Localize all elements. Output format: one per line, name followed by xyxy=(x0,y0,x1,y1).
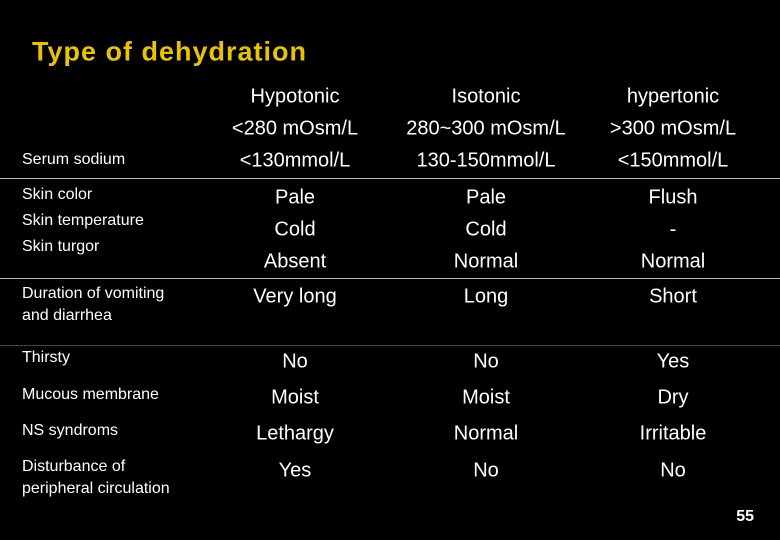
row-rule xyxy=(0,278,780,279)
table-cell: Normal xyxy=(453,422,519,445)
table-cell: Cold xyxy=(465,218,507,241)
table-cell: Normal xyxy=(640,250,706,273)
table-cell: Moist xyxy=(271,386,319,409)
table-cell: No xyxy=(473,459,499,482)
table-cell: 130-150mmol/L xyxy=(416,149,556,172)
table-cell: Pale xyxy=(274,186,316,209)
slide-title: Type of dehydration xyxy=(32,36,308,67)
table-cell: Yes xyxy=(656,350,690,373)
table-cell: Dry xyxy=(657,386,689,409)
table-cell: Long xyxy=(463,285,509,308)
row-label: NS syndroms xyxy=(22,422,119,439)
table-cell: Flush xyxy=(648,186,698,209)
table-cell: Yes xyxy=(278,459,312,482)
row-label: Mucous membrane xyxy=(22,386,159,403)
row-label: Skin turgor xyxy=(22,238,100,255)
table-cell: 280~300 mOsm/L xyxy=(406,117,566,140)
table-cell: - xyxy=(669,218,677,241)
row-label: Skin temperature xyxy=(22,212,144,229)
table-cell: No xyxy=(282,350,308,373)
table-cell: hypertonic xyxy=(626,85,720,108)
table-cell: <280 mOsm/L xyxy=(231,117,359,140)
row-rule xyxy=(0,178,780,179)
table-cell: <130mmol/L xyxy=(239,149,351,172)
table-cell: Pale xyxy=(465,186,507,209)
table-cell: Lethargy xyxy=(256,422,334,445)
table-cell: Short xyxy=(649,285,697,308)
page-number: 55 xyxy=(736,508,754,525)
table-cell: Hypotonic xyxy=(250,85,340,108)
row-label: peripheral circulation xyxy=(22,480,170,497)
table-cell: Irritable xyxy=(639,422,707,445)
row-rule xyxy=(0,345,780,346)
table-cell: Normal xyxy=(453,250,519,273)
row-label: Skin color xyxy=(22,186,93,203)
row-label: and diarrhea xyxy=(22,307,112,324)
table-cell: Moist xyxy=(462,386,510,409)
row-label: Duration of vomiting xyxy=(22,285,165,302)
table-cell: No xyxy=(473,350,499,373)
table-cell: Cold xyxy=(274,218,316,241)
table-cell: Very long xyxy=(253,285,337,308)
table-cell: >300 mOsm/L xyxy=(609,117,737,140)
table-cell: Isotonic xyxy=(451,85,521,108)
table-cell: <150mmol/L xyxy=(617,149,729,172)
table-cell: Absent xyxy=(263,250,327,273)
row-label: Thirsty xyxy=(22,349,70,366)
row-label: Disturbance of xyxy=(22,458,126,475)
row-label: Serum sodium xyxy=(22,151,126,168)
table-cell: No xyxy=(660,459,686,482)
